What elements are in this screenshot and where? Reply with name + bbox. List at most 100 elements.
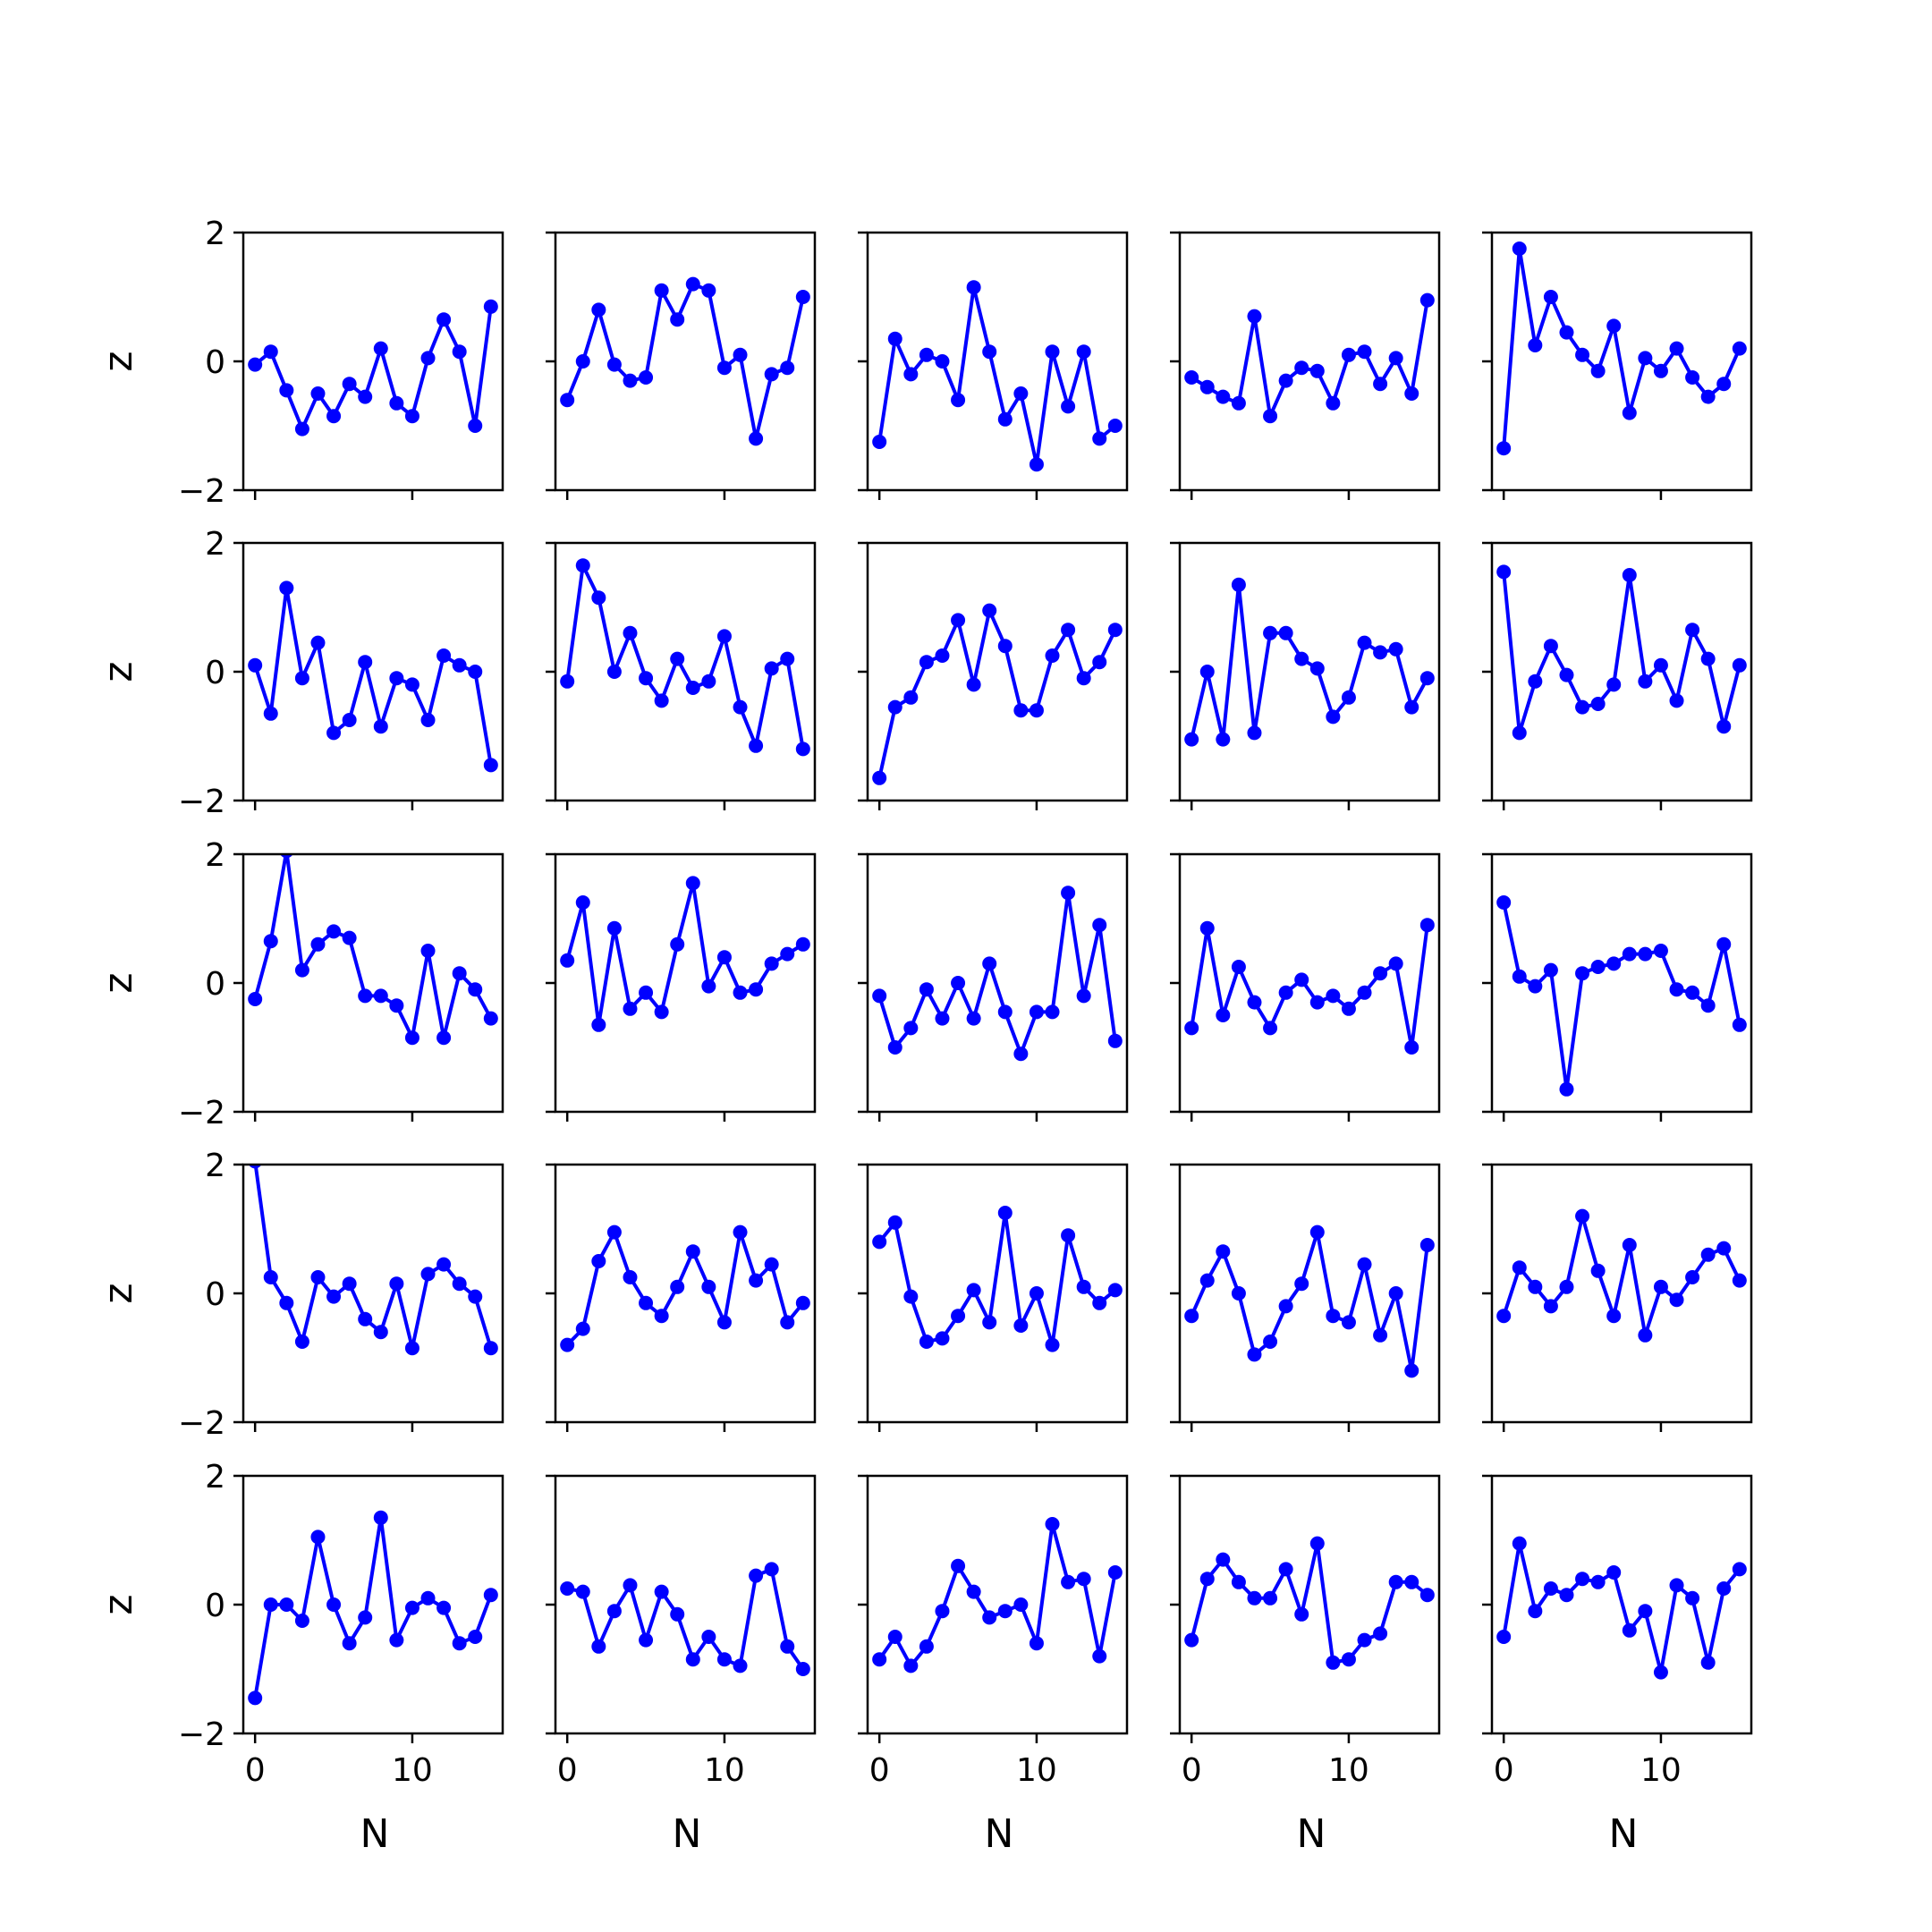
axes-frame xyxy=(242,231,504,492)
data-point xyxy=(1638,1327,1653,1343)
data-point xyxy=(951,393,966,408)
data-point xyxy=(919,982,934,997)
data-point xyxy=(1216,732,1231,747)
x-tick-label: 10 xyxy=(704,1752,745,1789)
data-point xyxy=(1045,1337,1060,1352)
series-line xyxy=(565,282,805,441)
axes-frame xyxy=(1178,1474,1441,1735)
data-point xyxy=(575,1584,590,1599)
data-point xyxy=(872,988,887,1004)
data-point xyxy=(1606,677,1622,692)
data-point xyxy=(575,1321,590,1336)
data-point xyxy=(1326,395,1341,411)
data-point xyxy=(1732,1273,1747,1288)
x-tick-label: 10 xyxy=(1328,1752,1369,1789)
data-point xyxy=(749,431,764,446)
data-point xyxy=(935,354,950,369)
data-point xyxy=(575,354,590,369)
data-point xyxy=(670,936,685,952)
data-point xyxy=(733,1224,748,1240)
data-point xyxy=(1029,457,1044,472)
data-point xyxy=(1357,1257,1372,1272)
subplot-r3-c1: −2 0 2 z xyxy=(96,837,504,1131)
y-tick-label: 2 xyxy=(205,1148,225,1184)
data-point xyxy=(716,1652,732,1667)
subplot-r1-c5 xyxy=(1482,231,1753,500)
data-point xyxy=(780,1639,795,1654)
data-point xyxy=(966,1584,981,1599)
data-point xyxy=(575,895,590,910)
x-axis-label: N xyxy=(1297,1811,1326,1857)
data-point xyxy=(1076,988,1091,1004)
data-point xyxy=(248,357,263,372)
data-point xyxy=(1045,1004,1060,1020)
data-point xyxy=(997,1004,1013,1020)
data-point xyxy=(919,1335,934,1349)
data-point xyxy=(591,1639,606,1654)
data-point xyxy=(483,299,498,314)
data-point xyxy=(294,1335,309,1349)
subplot-r5-c5: 0 10N xyxy=(1482,1474,1753,1857)
data-point xyxy=(310,936,326,952)
data-point xyxy=(1061,1228,1076,1243)
series-line xyxy=(877,608,1117,779)
data-point xyxy=(1263,1590,1278,1606)
data-point xyxy=(1575,699,1590,715)
x-tick-label: 10 xyxy=(392,1752,433,1789)
data-point xyxy=(1231,577,1246,592)
data-point xyxy=(764,661,779,676)
data-point xyxy=(1199,1572,1215,1587)
data-point xyxy=(1231,1574,1246,1589)
data-point xyxy=(358,1311,373,1326)
data-point xyxy=(1045,1517,1060,1531)
axes-frame xyxy=(242,541,504,802)
data-point xyxy=(1716,377,1732,392)
subplot-r2-c2 xyxy=(546,541,817,810)
subplot-r4-c5 xyxy=(1482,1163,1753,1432)
data-point xyxy=(1045,648,1060,663)
data-point xyxy=(1528,1279,1543,1294)
data-point xyxy=(639,985,654,1000)
data-point xyxy=(1326,1655,1341,1670)
data-point xyxy=(1199,1273,1215,1288)
data-point xyxy=(342,713,357,727)
data-point xyxy=(263,706,278,721)
data-point xyxy=(591,590,606,606)
data-point xyxy=(310,1270,326,1284)
data-point xyxy=(1590,363,1606,378)
x-tick-label: 0 xyxy=(245,1752,266,1789)
data-point xyxy=(1638,946,1653,962)
data-point xyxy=(716,629,732,644)
data-point xyxy=(1559,1588,1574,1603)
data-point xyxy=(749,982,764,997)
data-point xyxy=(670,651,685,666)
data-point xyxy=(1388,1286,1403,1301)
data-point xyxy=(935,1011,950,1026)
data-point xyxy=(1388,351,1403,366)
data-point xyxy=(342,1636,357,1651)
data-point xyxy=(716,950,732,965)
data-point xyxy=(935,1604,950,1619)
data-point xyxy=(1388,1574,1403,1589)
data-point xyxy=(1512,725,1527,741)
series-line xyxy=(1190,582,1429,741)
data-point xyxy=(654,1584,669,1599)
y-axis-label: z xyxy=(96,972,141,993)
series-line xyxy=(253,1515,493,1699)
data-point xyxy=(685,276,700,292)
x-tick-label: 0 xyxy=(1494,1752,1514,1789)
data-point xyxy=(1199,920,1215,936)
data-point xyxy=(764,367,779,382)
series-line xyxy=(1502,572,1741,735)
data-point xyxy=(279,1295,294,1310)
data-point xyxy=(1013,703,1029,718)
data-point xyxy=(1357,344,1372,360)
data-point xyxy=(326,924,342,939)
data-point xyxy=(685,1244,700,1259)
data-point xyxy=(468,1630,483,1644)
data-point xyxy=(1294,1276,1309,1292)
data-point xyxy=(1528,1604,1543,1619)
subplot-r1-c1: −2 0 2 z xyxy=(96,216,504,510)
data-point xyxy=(1247,309,1262,324)
data-point xyxy=(1590,1263,1606,1278)
